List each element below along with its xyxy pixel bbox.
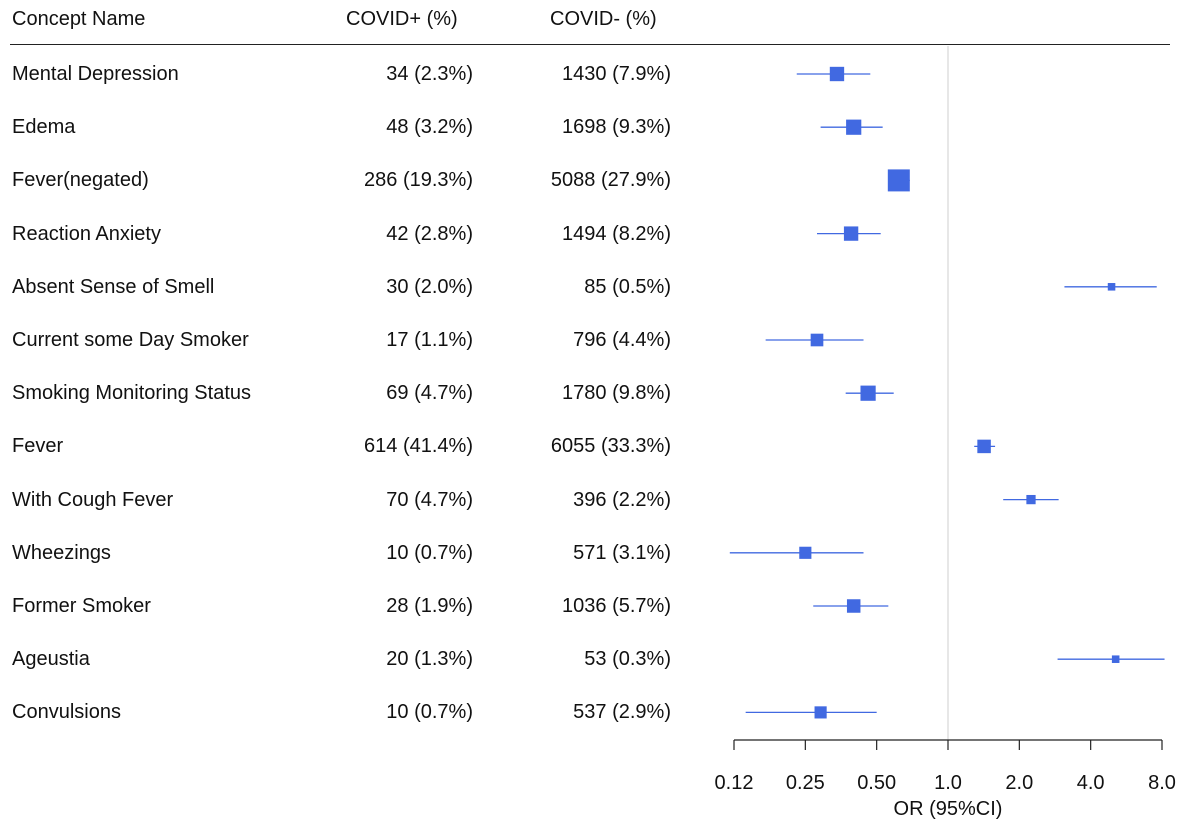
or-marker <box>846 599 861 613</box>
x-tick-label: 4.0 <box>1077 772 1105 794</box>
covid-positive-cell: 10 (0.7%) <box>386 701 473 724</box>
concept-name-cell: Fever <box>12 435 64 458</box>
table-row: Fever 614 (41.4%) 6055 (33.3%) <box>0 431 700 461</box>
covid-positive-cell: 17 (1.1%) <box>386 329 473 351</box>
x-tick-label: 0.25 <box>786 772 825 794</box>
covid-negative-cell: 1036 (5.7%) <box>562 595 671 617</box>
x-axis-title: OR (95%CI) <box>894 798 1003 820</box>
covid-positive-cell: 286 (19.3%) <box>364 169 473 192</box>
column-header-covid-negative: COVID- (%) <box>550 8 657 30</box>
covid-positive-cell: 20 (1.3%) <box>386 648 473 671</box>
or-marker <box>843 226 859 241</box>
x-tick-label: 0.50 <box>857 772 896 794</box>
covid-negative-cell: 796 (4.4%) <box>573 329 671 351</box>
table-row: Ageustia 20 (1.3%) 53 (0.3%) <box>0 644 700 674</box>
x-tick-label: 1.0 <box>934 772 962 794</box>
or-marker <box>799 546 812 559</box>
or-marker <box>860 385 876 401</box>
covid-positive-cell: 42 (2.8%) <box>386 222 473 245</box>
concept-name-cell: Current some Day Smoker <box>12 329 249 351</box>
table-row: With Cough Fever 70 (4.7%) 396 (2.2%) <box>0 485 700 515</box>
table-row: Former Smoker 28 (1.9%) 1036 (5.7%) <box>0 591 700 621</box>
covid-positive-cell: 70 (4.7%) <box>386 488 473 511</box>
x-tick-label: 2.0 <box>1005 772 1033 794</box>
concept-name-cell: Reaction Anxiety <box>12 222 161 245</box>
or-marker <box>1111 655 1120 663</box>
table-row: Fever(negated) 286 (19.3%) 5088 (27.9%) <box>0 165 700 195</box>
covid-negative-cell: 1780 (9.8%) <box>562 382 671 405</box>
covid-negative-cell: 5088 (27.9%) <box>550 169 671 192</box>
covid-negative-cell: 1494 (8.2%) <box>562 222 671 245</box>
x-tick-label: 0.12 <box>715 772 754 794</box>
or-marker <box>814 706 827 719</box>
table-row: Smoking Monitoring Status 69 (4.7%) 1780 (… <box>0 378 700 408</box>
covid-positive-cell: 10 (0.7%) <box>386 541 473 564</box>
or-marker <box>810 333 824 347</box>
or-marker <box>1026 494 1036 505</box>
concept-name-cell: Ageustia <box>12 648 90 671</box>
table-row: Current some Day Smoker 17 (1.1%) 796 (4.4… <box>0 325 700 355</box>
concept-name-cell: With Cough Fever <box>12 488 174 511</box>
table-row: Absent Sense of Smell 30 (2.0%) 85 (0.5%) <box>0 272 700 302</box>
covid-positive-cell: 30 (2.0%) <box>386 275 473 298</box>
covid-positive-cell: 28 (1.9%) <box>386 595 473 617</box>
concept-name-cell: Wheezings <box>12 541 111 564</box>
concept-name-cell: Convulsions <box>12 701 121 724</box>
covid-positive-cell: 614 (41.4%) <box>364 435 473 458</box>
covid-positive-cell: 69 (4.7%) <box>386 382 473 405</box>
concept-name-cell: Smoking Monitoring Status <box>12 382 252 405</box>
header-rule <box>10 44 1170 45</box>
covid-positive-cell: 34 (2.3%) <box>386 63 473 85</box>
covid-negative-cell: 1698 (9.3%) <box>562 116 671 139</box>
or-marker <box>1107 283 1116 291</box>
or-marker <box>887 169 910 192</box>
concept-name-cell: Edema <box>12 116 76 139</box>
table-row: Wheezings 10 (0.7%) 571 (3.1%) <box>0 538 700 568</box>
or-marker <box>846 119 862 135</box>
covid-negative-cell: 571 (3.1%) <box>573 541 671 564</box>
covid-negative-cell: 396 (2.2%) <box>573 488 671 511</box>
column-header-covid-positive: COVID+ (%) <box>346 8 458 30</box>
or-marker <box>977 439 991 454</box>
column-header-concept-name: Concept Name <box>12 8 146 30</box>
concept-name-cell: Fever(negated) <box>12 169 149 192</box>
covid-positive-cell: 48 (3.2%) <box>386 116 473 139</box>
table-row: Edema 48 (3.2%) 1698 (9.3%) <box>0 112 700 142</box>
covid-negative-cell: 6055 (33.3%) <box>550 435 671 458</box>
concept-name-cell: Former Smoker <box>12 595 151 617</box>
covid-negative-cell: 85 (0.5%) <box>584 275 671 298</box>
concept-name-cell: Mental Depression <box>12 63 179 85</box>
table-row: Convulsions 10 (0.7%) 537 (2.9%) <box>0 697 700 727</box>
table-row: Mental Depression 34 (2.3%) 1430 (7.9%) <box>0 59 700 89</box>
covid-negative-cell: 537 (2.9%) <box>573 701 671 724</box>
table-row: Reaction Anxiety 42 (2.8%) 1494 (8.2%) <box>0 219 700 249</box>
concept-name-cell: Absent Sense of Smell <box>12 275 215 298</box>
or-marker <box>829 66 845 82</box>
covid-negative-cell: 1430 (7.9%) <box>562 63 671 85</box>
covid-negative-cell: 53 (0.3%) <box>584 648 671 671</box>
x-tick-label: 8.0 <box>1148 772 1176 794</box>
